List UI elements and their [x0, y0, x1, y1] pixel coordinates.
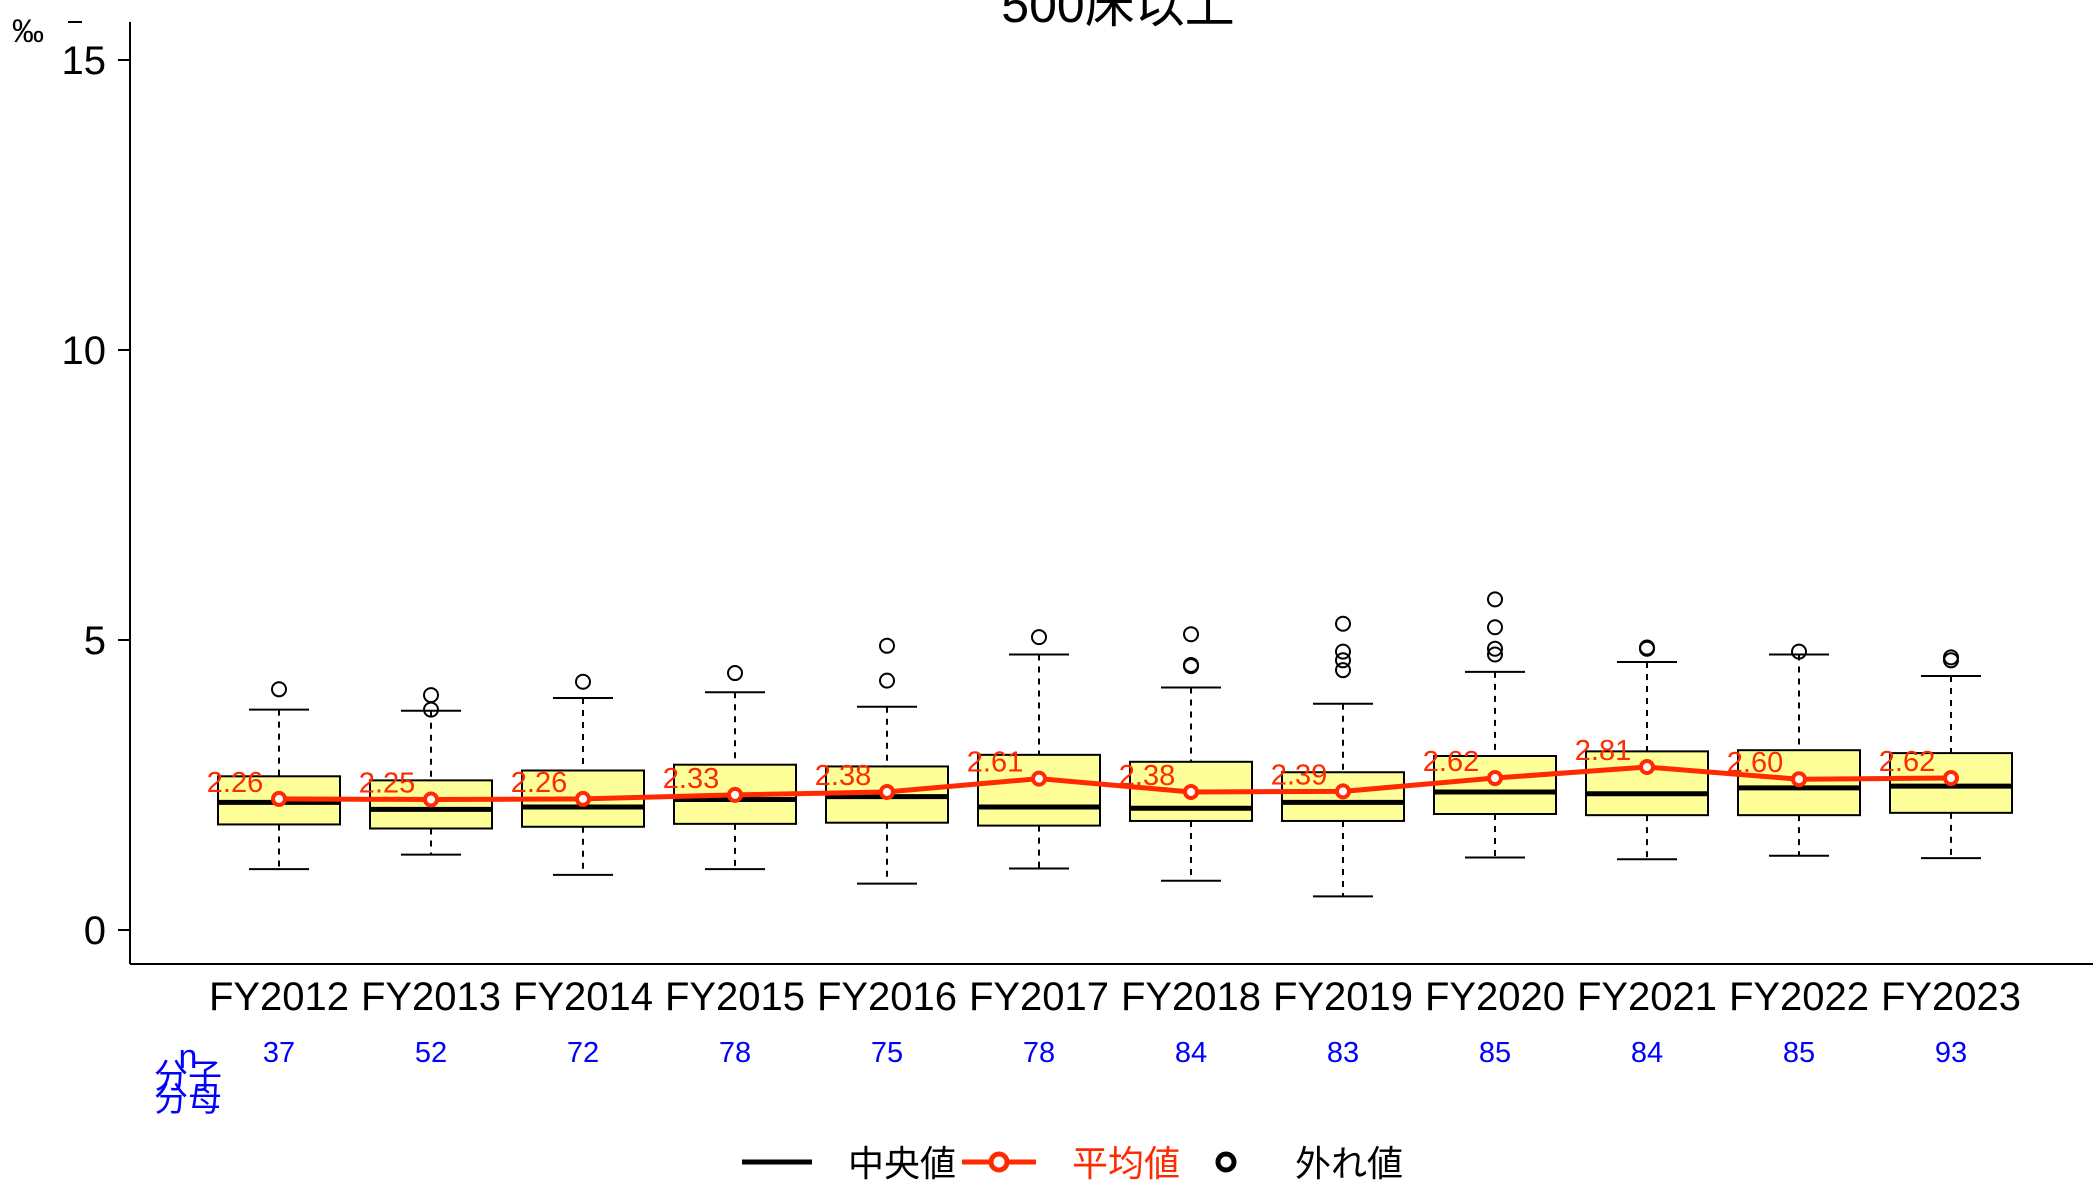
mean-value-label: 2.60 [1727, 747, 1783, 779]
y-tick-label: 10 [62, 329, 107, 373]
n-count: 72 [567, 1037, 599, 1069]
iqr-box [977, 753, 1101, 827]
legend: 中央値 平均値 外れ値 [742, 1143, 1403, 1184]
row-label-numerator: 分子 [154, 1058, 222, 1096]
box-FY2020 [1433, 591, 1557, 859]
n-count: 52 [415, 1037, 447, 1069]
outlier-point [879, 672, 895, 689]
outlier-point [1791, 643, 1807, 660]
legend-mean-label: 平均値 [1072, 1143, 1180, 1184]
x-tick-label: FY2016 [817, 975, 957, 1019]
mean-point [879, 783, 895, 800]
mean-value-label: 2.62 [1879, 746, 1935, 778]
n-count: 85 [1783, 1037, 1815, 1069]
box-FY2017 [977, 629, 1101, 870]
mean-value-label: 2.39 [1271, 759, 1327, 791]
mean-point [1943, 770, 1959, 787]
mean-series: 2.26 2.25 2.26 2.33 2.38 2.61 2.38 2.39 2.62 2.81… [207, 735, 1959, 808]
x-tick-label: FY2012 [209, 975, 349, 1019]
outlier-point [271, 681, 287, 698]
outlier-point [1487, 640, 1503, 657]
row-label-n: n [179, 1038, 198, 1076]
y-unit-label: ‰ [12, 13, 44, 49]
legend-median-label: 中央値 [848, 1143, 956, 1184]
n-count: 93 [1935, 1037, 1967, 1069]
box-FY2021 [1585, 639, 1709, 861]
n-count: 37 [263, 1037, 295, 1069]
y-tick-label: 5 [84, 619, 106, 663]
outlier-point [1639, 639, 1655, 656]
row-label-denominator: 分母 [154, 1081, 222, 1119]
outlier-point [1335, 652, 1351, 669]
outlier-point [1487, 591, 1503, 608]
chart-title: 500床以上 [1001, 0, 1234, 33]
mean-point [1487, 770, 1503, 787]
n-count: 78 [1023, 1037, 1055, 1069]
n-count: 85 [1479, 1037, 1511, 1069]
n-count: 75 [871, 1037, 903, 1069]
mean-value-label: 2.38 [1119, 760, 1175, 792]
axes: 0 5 10 15 [62, 21, 2093, 965]
outlier-point [575, 673, 591, 690]
mean-value-label: 2.25 [359, 768, 415, 800]
mean-point [423, 791, 439, 808]
x-axis-labels: FY2012 FY2013 FY2014 FY2015 FY2016 FY2017 FY20… [209, 975, 2021, 1019]
x-tick-label: FY2019 [1273, 975, 1413, 1019]
outlier-point [1943, 649, 1959, 666]
legend-mean-swatch-point [988, 1151, 1010, 1173]
x-tick-label: FY2017 [969, 975, 1109, 1019]
outlier-point [1183, 626, 1199, 643]
mean-point [271, 790, 287, 807]
x-tick-label: FY2015 [665, 975, 805, 1019]
outlier-point [879, 637, 895, 654]
mean-point [1791, 771, 1807, 788]
x-tick-label: FY2021 [1577, 975, 1717, 1019]
mean-value-label: 2.33 [663, 763, 719, 795]
mean-line [278, 764, 1952, 803]
mean-value-label: 2.61 [967, 747, 1023, 779]
legend-outlier-label: 外れ値 [1295, 1143, 1403, 1184]
outlier-point [1487, 619, 1503, 636]
mean-value-label: 2.38 [815, 760, 871, 792]
outlier-point [1183, 656, 1199, 673]
n-count: 84 [1631, 1037, 1663, 1069]
mean-value-label: 2.62 [1423, 746, 1479, 778]
outlier-point [423, 687, 439, 704]
mean-point [1335, 783, 1351, 800]
x-tick-label: FY2018 [1121, 975, 1261, 1019]
n-count: 83 [1327, 1037, 1359, 1069]
outlier-point [1487, 646, 1503, 663]
y-tick-label: 15 [62, 39, 107, 83]
n-count: 84 [1175, 1037, 1207, 1069]
box-FY2018 [1129, 626, 1253, 882]
outlier-point [1335, 643, 1351, 660]
x-tick-label: FY2020 [1425, 975, 1565, 1019]
n-count-row: n 分子 分母 37 52 72 78 75 78 84 83 85 84 85 93 [154, 1037, 1967, 1119]
legend-outlier-swatch [1215, 1151, 1237, 1173]
mean-point [727, 786, 743, 803]
y-tick-label: 0 [84, 909, 106, 953]
mean-value-label: 2.26 [207, 767, 263, 799]
x-tick-label: FY2022 [1729, 975, 1869, 1019]
mean-point [575, 790, 591, 807]
mean-point [1639, 759, 1655, 776]
mean-point [1031, 770, 1047, 787]
outlier-point [727, 665, 743, 682]
mean-value-label: 2.81 [1575, 735, 1631, 767]
outlier-point [1335, 615, 1351, 632]
box-FY2019 [1281, 615, 1405, 898]
box-series [217, 591, 2013, 898]
outlier-point [1031, 629, 1047, 646]
x-tick-label: FY2023 [1881, 975, 2021, 1019]
x-tick-label: FY2013 [361, 975, 501, 1019]
n-count: 78 [719, 1037, 751, 1069]
mean-point [1183, 783, 1199, 800]
outlier-point [1335, 662, 1351, 679]
mean-value-label: 2.26 [511, 767, 567, 799]
x-tick-label: FY2014 [513, 975, 653, 1019]
